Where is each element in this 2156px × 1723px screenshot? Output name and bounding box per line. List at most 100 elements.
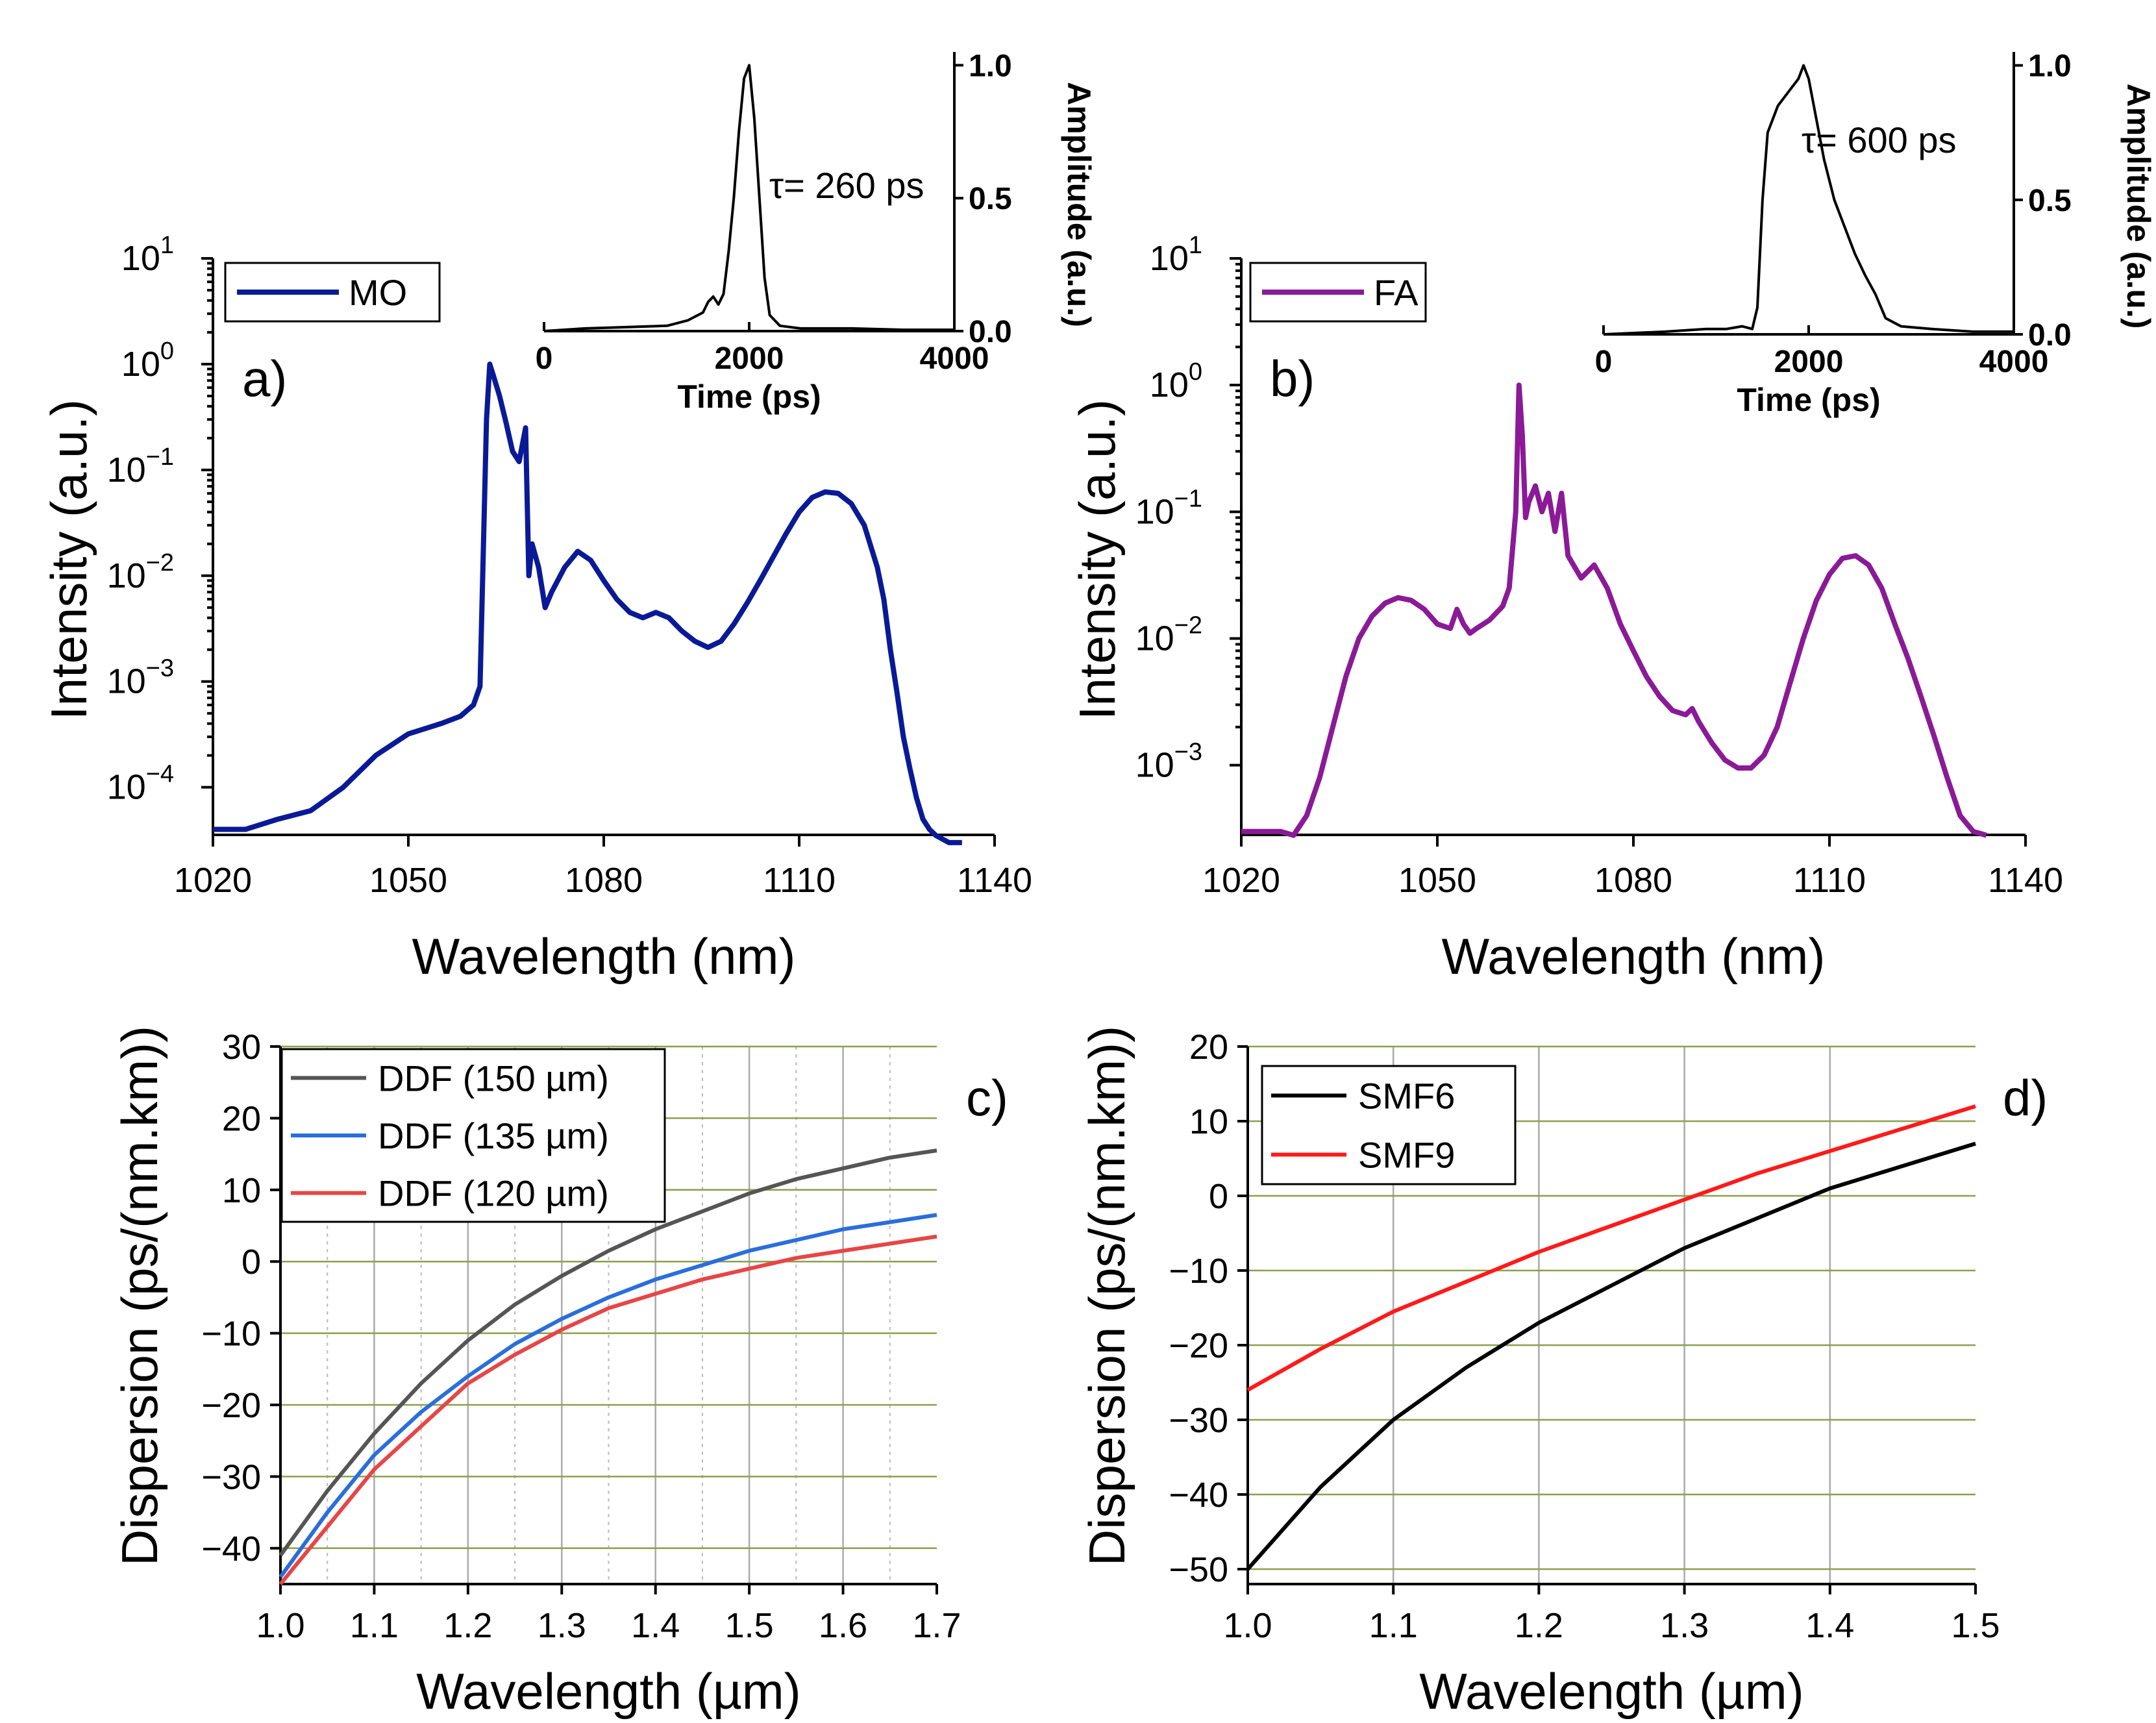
- x-tick-label: 1.0: [256, 1606, 304, 1645]
- y-tick-label: 10−3: [107, 655, 174, 701]
- inset-y-tick-label: 0.5: [2028, 184, 2072, 218]
- x-tick-label: 1110: [1793, 861, 1866, 900]
- y-tick-label: −30: [201, 1457, 261, 1496]
- x-tick-label: 1.6: [819, 1606, 867, 1645]
- x-tick-label: 1020: [174, 861, 252, 900]
- series-line-1: [279, 1148, 937, 1557]
- panel-label: d): [2003, 1069, 2048, 1126]
- inset-pulse-line: [543, 64, 954, 332]
- series-line-3: [279, 1234, 937, 1585]
- x-tick-label: 1020: [1202, 861, 1280, 900]
- y-tick-label: 100: [121, 338, 174, 384]
- y-tick-label: 0: [1209, 1177, 1228, 1216]
- y-tick-label: −20: [1169, 1326, 1228, 1365]
- y-tick-label: 0: [242, 1243, 261, 1282]
- series-line-2: [279, 1213, 937, 1578]
- legend-label: DDF (135 µm): [378, 1115, 609, 1156]
- x-tick-label: 1.2: [1515, 1606, 1563, 1645]
- x-tick-label: 1080: [565, 861, 643, 900]
- panel-a: 1020 1050 1080 1110 1140 101 100 10−1 10−2 10−3 10…: [40, 49, 1097, 985]
- x-tick-label: 1.5: [725, 1606, 774, 1645]
- x-axis-title: Wavelength (µm): [1419, 1663, 1804, 1720]
- inset-pulse-line: [1603, 64, 2014, 336]
- y-tick-label: 10−1: [107, 443, 174, 490]
- inset-y-tick-label: 1.0: [2028, 49, 2072, 84]
- inset-x-tick-label: 0: [536, 341, 553, 376]
- series-line-FA: [1241, 382, 1987, 838]
- legend-label: SMF9: [1358, 1135, 1455, 1176]
- x-tick-label: 1140: [1988, 861, 2063, 900]
- inset-y-tick-label: 0.0: [969, 315, 1012, 349]
- y-tick-label: 20: [1189, 1028, 1228, 1067]
- y-tick-label: −10: [201, 1315, 261, 1354]
- x-tick-label: 1.7: [912, 1606, 961, 1645]
- y-axis-title: Intensity (a.u.): [1069, 399, 1126, 720]
- y-tick-label: 10: [1189, 1102, 1228, 1141]
- inset-x-axis-title: Time (ps): [677, 378, 821, 415]
- inset-x-tick-label: 0: [1595, 345, 1613, 379]
- inset-y-axis-title: Amplitude (a.u.): [2120, 84, 2156, 329]
- legend-label: SMF6: [1358, 1076, 1455, 1117]
- y-tick-label: 10−2: [107, 549, 174, 595]
- panel-c: 1.0 1.1 1.2 1.3 1.4 1.5 1.6 1.7 30 20 10 0 −10 −20 −30…: [111, 1026, 1008, 1720]
- y-tick-label: 101: [121, 232, 174, 278]
- y-tick-label: 10−1: [1135, 485, 1202, 531]
- y-tick-label: 101: [1150, 232, 1202, 278]
- x-tick-label: 1050: [369, 861, 447, 900]
- x-tick-label: 1.4: [1805, 1606, 1854, 1645]
- x-tick-label: 1.0: [1223, 1606, 1272, 1645]
- panel-label: a): [242, 350, 287, 407]
- pulse-width-annotation: τ= 260 ps: [769, 165, 924, 206]
- panel-label: b): [1270, 350, 1315, 407]
- inset-x-tick-label: 4000: [920, 341, 989, 376]
- series-line-MO: [213, 361, 962, 845]
- y-tick-label: 10−3: [1135, 739, 1202, 785]
- panel-label: c): [966, 1069, 1008, 1126]
- series-line-2: [1246, 1104, 1976, 1392]
- x-tick-label: 1.2: [443, 1606, 492, 1645]
- legend-label: MO: [349, 272, 407, 313]
- y-axis-title: Dispersion (ps/(nm.km)): [1078, 1026, 1135, 1566]
- inset-y-tick-label: 1.0: [969, 49, 1012, 83]
- x-axis-title: Wavelength (nm): [412, 928, 796, 985]
- y-tick-label: 10: [222, 1171, 261, 1210]
- inset-x-axis-title: Time (ps): [1737, 382, 1880, 418]
- x-tick-label: 1110: [763, 861, 836, 900]
- y-tick-label: −20: [201, 1386, 261, 1425]
- legend-box: [1261, 1065, 1517, 1185]
- x-axis-title: Wavelength (nm): [1442, 928, 1826, 985]
- x-tick-label: 1.1: [1369, 1606, 1418, 1645]
- pulse-width-annotation: τ= 600 ps: [1802, 119, 1957, 160]
- x-tick-label: 1.1: [350, 1606, 399, 1645]
- inset-y-tick-label: 0.5: [969, 182, 1012, 216]
- x-axis-title: Wavelength (µm): [416, 1663, 801, 1720]
- panel-b: 1020 1050 1080 1110 1140 101 100 10−1 10−2 10−3 Wa…: [1069, 49, 2156, 985]
- y-axis-title: Intensity (a.u.): [40, 399, 97, 720]
- y-tick-label: −40: [201, 1530, 261, 1568]
- legend-label: DDF (150 µm): [378, 1058, 609, 1098]
- inset-y-tick-label: 0.0: [2028, 318, 2072, 353]
- y-axis-title: Dispersion (ps/(nm.km)): [111, 1026, 168, 1566]
- series-line-1: [1246, 1141, 1976, 1570]
- x-tick-label: 1.4: [631, 1606, 680, 1645]
- x-tick-label: 1080: [1594, 861, 1672, 900]
- y-tick-label: 20: [222, 1099, 261, 1138]
- legend-label: FA: [1374, 272, 1419, 313]
- y-tick-label: 10−4: [107, 761, 174, 807]
- y-tick-label: 10−2: [1135, 612, 1202, 658]
- y-tick-label: −30: [1169, 1401, 1228, 1440]
- y-tick-label: −10: [1169, 1252, 1228, 1291]
- y-tick-label: −40: [1169, 1476, 1228, 1515]
- x-tick-label: 1.5: [1951, 1606, 2000, 1645]
- y-tick-label: 100: [1150, 358, 1202, 404]
- y-tick-label: 30: [222, 1028, 261, 1067]
- y-tick-label: −50: [1169, 1550, 1228, 1589]
- legend-label: DDF (120 µm): [378, 1173, 609, 1214]
- panel-d: 1.0 1.1 1.2 1.3 1.4 1.5 20 10 0 −10 −20 −30 −40 −50 Wa…: [1078, 1026, 2048, 1720]
- inset-y-axis-title: Amplitude (a.u.): [1061, 82, 1097, 327]
- inset-x-tick-label: 4000: [1979, 345, 2049, 379]
- inset-x-tick-label: 2000: [1774, 345, 1844, 379]
